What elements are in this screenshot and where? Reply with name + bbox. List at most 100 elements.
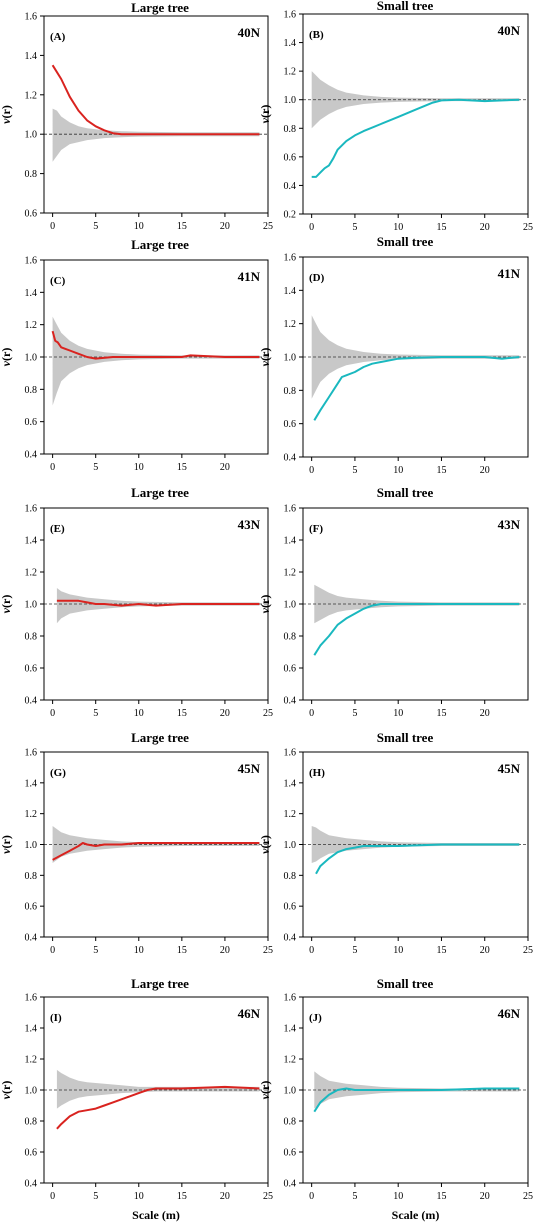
y-tick-label: 1.4: [25, 778, 38, 789]
plot-id: 41N: [498, 266, 521, 281]
y-axis-label: v(r): [0, 1081, 13, 1100]
x-tick-label: 10: [134, 708, 144, 719]
y-tick-label: 0.8: [284, 386, 297, 397]
y-axis-label: v(r): [258, 105, 272, 124]
x-tick-label: 10: [134, 1191, 144, 1202]
panel-label: (C): [50, 275, 66, 287]
plot-id: 46N: [238, 1006, 261, 1021]
y-tick-label: 0.8: [284, 124, 297, 135]
panel-j: 0.4 0.6 0.8 1.0 1.2 1.4 1.6 0 5 10 15 20 25 Small tre…: [258, 976, 533, 1222]
x-tick-label: 20: [480, 1191, 490, 1202]
y-tick-label: 0.4: [25, 696, 38, 707]
y-tick-label: 1.0: [284, 840, 297, 851]
y-tick-label: 0.6: [25, 209, 38, 220]
y-axis-label-v: v: [0, 360, 13, 366]
y-tick-label: 0.6: [284, 902, 297, 913]
x-tick-label: 25: [263, 945, 273, 956]
y-tick-label: 0.6: [25, 417, 38, 428]
x-tick-label: 25: [263, 708, 273, 719]
x-tick-label: 0: [309, 945, 314, 956]
y-tick-label: 0.6: [25, 902, 38, 913]
panel-label: (E): [50, 523, 65, 535]
y-axis-label: v(r): [0, 835, 13, 854]
y-tick-label: 0.6: [284, 152, 297, 163]
y-tick-label: 1.0: [284, 1086, 297, 1097]
series-line: [311, 98, 520, 178]
x-tick-label: 10: [393, 708, 403, 719]
y-tick-label: 0.6: [284, 1148, 297, 1159]
x-tick-label: 5: [352, 945, 357, 956]
panel-a: 0.6 0.8 1.0 1.2 1.4 1.6 0 5 10 15 20 25 Large tree (A…: [0, 0, 273, 232]
y-tick-label: 0.4: [284, 181, 297, 192]
y-tick-label: 0.6: [284, 664, 297, 675]
y-tick-label: 1.4: [25, 51, 38, 62]
y-axis-label-r: (r): [0, 105, 13, 118]
x-tick-label: 15: [436, 222, 446, 233]
plot-id: 41N: [238, 269, 261, 284]
y-tick-label: 1.2: [284, 67, 297, 78]
y-tick-label: 1.4: [25, 1024, 38, 1035]
y-tick-label: 0.8: [284, 871, 297, 882]
x-tick-label: 10: [134, 221, 144, 232]
y-tick-label: 0.8: [284, 1117, 297, 1128]
x-tick-label: 20: [480, 945, 490, 956]
y-axis-label-v: v: [0, 1093, 13, 1099]
y-tick-label: 1.6: [284, 253, 297, 264]
y-tick-label: 0.8: [25, 169, 38, 180]
plot-id: 40N: [498, 23, 521, 38]
panel-label: (J): [309, 1012, 322, 1024]
panel-label: (I): [50, 1012, 62, 1024]
panel-title: Large tree: [131, 485, 189, 500]
panel-title: Large tree: [131, 976, 189, 991]
x-tick-label: 10: [134, 945, 144, 956]
y-axis-label-v: v: [258, 117, 272, 123]
y-axis-label-r: (r): [258, 348, 272, 361]
y-tick-label: 1.2: [284, 1055, 297, 1066]
y-axis-label-v: v: [258, 1093, 272, 1099]
x-tick-label: 25: [523, 945, 533, 956]
x-tick-label: 10: [393, 1191, 403, 1202]
y-tick-label: 1.0: [284, 353, 297, 364]
panel-title: Small tree: [377, 234, 434, 249]
y-tick-label: 0.4: [25, 1179, 38, 1190]
panel-i: 0.4 0.6 0.8 1.0 1.2 1.4 1.6 0 5 10 15 20 25 Large tre…: [0, 976, 273, 1222]
y-axis-label-r: (r): [0, 348, 13, 361]
confidence-envelope: [52, 316, 260, 406]
x-tick-label: 0: [309, 465, 314, 476]
x-axis-label: Scale (m): [132, 1208, 180, 1222]
y-tick-label: 0.4: [284, 453, 297, 464]
y-tick-label: 0.8: [284, 632, 297, 643]
y-tick-label: 1.6: [284, 10, 297, 21]
y-tick-label: 1.4: [284, 38, 297, 49]
series-line: [56, 599, 260, 607]
panel-h: 0.4 0.6 0.8 1.0 1.2 1.4 1.6 0 5 10 15 20 25 Small tre…: [258, 730, 533, 956]
y-axis-label: v(r): [0, 595, 13, 614]
y-tick-label: 1.0: [25, 840, 38, 851]
panel-f: 0.4 0.6 0.8 1.0 1.2 1.4 1.6 0 5 10 15 20 Small tree (…: [258, 485, 529, 719]
y-tick-label: 0.8: [25, 871, 38, 882]
y-tick-label: 0.4: [284, 1179, 297, 1190]
y-axis-label: v(r): [0, 105, 13, 124]
y-axis-label-v: v: [258, 607, 272, 613]
y-tick-label: 1.0: [284, 95, 297, 106]
plot-id: 46N: [498, 1006, 521, 1021]
y-tick-label: 1.6: [25, 748, 38, 759]
y-tick-label: 1.2: [25, 90, 38, 101]
plot-id: 43N: [498, 517, 521, 532]
panel-title: Small tree: [377, 485, 434, 500]
x-tick-label: 15: [436, 1191, 446, 1202]
x-tick-label: 20: [480, 222, 490, 233]
y-axis-label-r: (r): [0, 835, 13, 848]
x-tick-label: 0: [50, 708, 55, 719]
panel-title: Large tree: [131, 0, 189, 15]
panel-d: 0.4 0.6 0.8 1.0 1.2 1.4 1.6 0 5 10 15 20 Small tree (…: [258, 234, 529, 476]
y-tick-label: 1.4: [284, 1024, 297, 1035]
panel-label: (A): [50, 31, 66, 43]
x-tick-label: 20: [480, 465, 490, 476]
y-tick-label: 1.0: [25, 1086, 38, 1097]
x-axis-label: Scale (m): [392, 1208, 440, 1222]
series-line: [313, 603, 520, 656]
x-tick-label: 25: [523, 1191, 533, 1202]
x-tick-label: 0: [50, 221, 55, 232]
